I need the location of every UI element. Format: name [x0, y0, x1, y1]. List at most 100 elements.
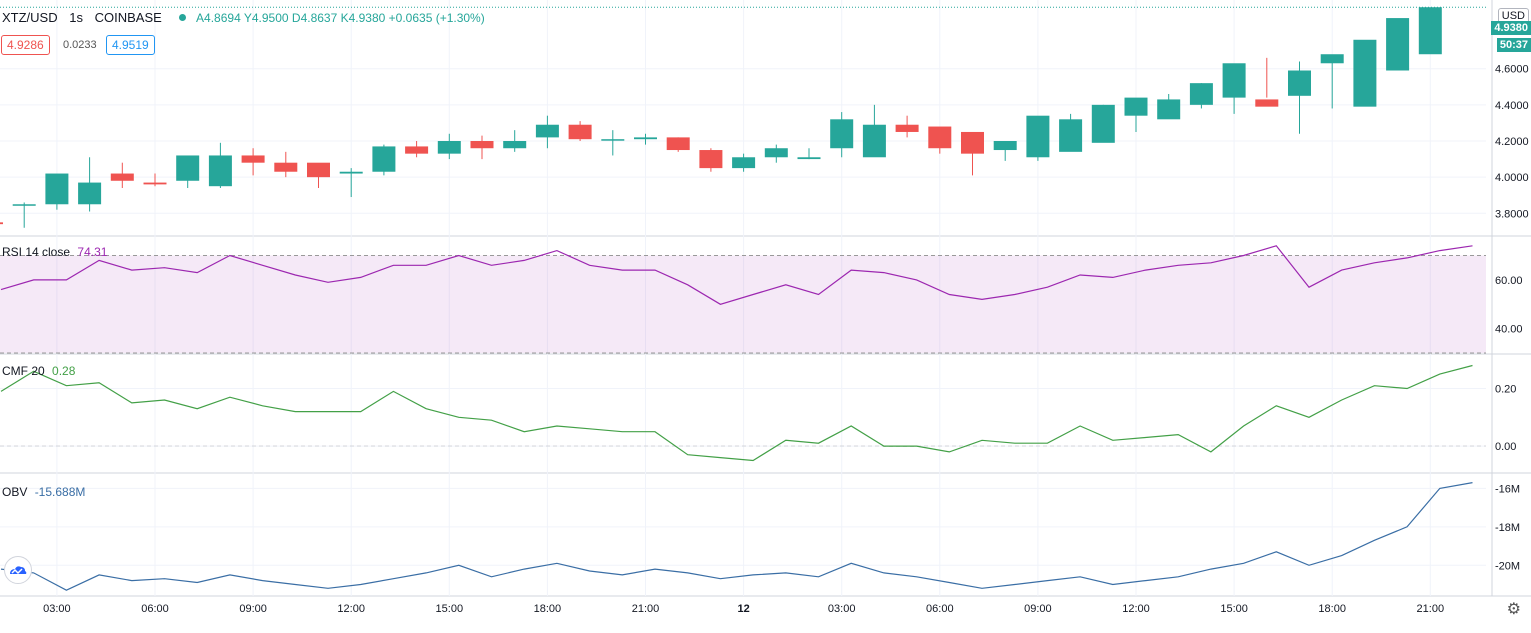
- candle-body: [634, 137, 657, 140]
- buy-price-button[interactable]: 4.9519: [106, 35, 155, 55]
- time-tick-label: 09:00: [239, 603, 267, 615]
- currency-label[interactable]: USD: [1497, 8, 1529, 24]
- rsi-band: [0, 255, 1486, 353]
- candle-body: [1418, 7, 1442, 55]
- time-tick-label: 09:00: [1024, 603, 1052, 615]
- candle-body: [45, 173, 69, 205]
- ohlc-values: A4.8694 Y4.9500 D4.8637 K4.9380 +0.0635 …: [196, 11, 485, 25]
- rsi-label: RSI 14 close: [2, 245, 71, 259]
- candle-body: [1353, 39, 1377, 107]
- candle-body: [339, 171, 363, 174]
- cmf-tick-label: 0.00: [1495, 441, 1516, 453]
- candle-body: [1157, 99, 1181, 120]
- price-tick-label: 4.6000: [1495, 64, 1529, 76]
- price-tick-label: 4.0000: [1495, 172, 1529, 184]
- candle-body: [0, 222, 3, 225]
- candle-body: [928, 126, 952, 149]
- obv-tick-label: -16M: [1495, 483, 1520, 495]
- time-tick-label: 06:00: [141, 603, 169, 615]
- candle-body: [1189, 83, 1213, 105]
- candle-body: [961, 131, 984, 154]
- candle-body: [601, 139, 625, 141]
- candle-body: [895, 124, 919, 132]
- obv-tick-label: -18M: [1495, 522, 1520, 534]
- candle-body: [993, 141, 1017, 151]
- time-tick-label: 18:00: [1318, 603, 1346, 615]
- time-tick-label: 21:00: [632, 603, 660, 615]
- time-tick-label: 03:00: [43, 603, 71, 615]
- candle-body: [830, 119, 854, 149]
- obv-tick-label: -20M: [1495, 560, 1520, 572]
- time-tick-label: 03:00: [828, 603, 856, 615]
- rsi-legend[interactable]: RSI 14 close 74.31: [2, 245, 107, 259]
- time-tick-label: 12:00: [1122, 603, 1150, 615]
- candle-body: [307, 162, 330, 178]
- candle-body: [1091, 104, 1115, 143]
- obv-legend[interactable]: OBV -15.688M: [2, 485, 85, 499]
- last-price-tag: 4.9380: [1491, 21, 1531, 35]
- time-tick-label: 18:00: [534, 603, 562, 615]
- gear-icon[interactable]: ⚙: [1506, 601, 1521, 618]
- candle-body: [78, 182, 102, 205]
- cmf-value: 0.28: [52, 364, 76, 378]
- cmf-tick-label: 0.20: [1495, 384, 1516, 396]
- candle-body: [797, 157, 821, 160]
- candle-body: [405, 146, 429, 154]
- candle-body: [470, 141, 494, 149]
- candle-body: [1222, 63, 1246, 98]
- time-tick-label: 12: [737, 603, 749, 615]
- rsi-tick-label: 60.00: [1495, 275, 1523, 287]
- candle-body: [862, 124, 886, 158]
- obv-label: OBV: [2, 485, 28, 499]
- candle-body: [241, 155, 265, 163]
- candle-body: [764, 148, 788, 158]
- obv-value: -15.688M: [34, 485, 86, 499]
- time-tick-label: 06:00: [926, 603, 954, 615]
- candle-body: [568, 124, 592, 140]
- time-tick-label: 12:00: [337, 603, 365, 615]
- candle-body: [732, 157, 756, 169]
- cmf-line: [0, 364, 1473, 462]
- candle-body: [1059, 119, 1083, 152]
- sell-price-button[interactable]: 4.9286: [1, 35, 50, 55]
- tradingview-cloud-icon[interactable]: [4, 556, 32, 584]
- time-tick-label: 15:00: [436, 603, 464, 615]
- candle-body: [12, 204, 36, 206]
- candle-body: [1026, 115, 1050, 158]
- rsi-tick-label: 40.00: [1495, 324, 1523, 336]
- time-tick-label: 15:00: [1220, 603, 1248, 615]
- time-tick-label: 21:00: [1417, 603, 1445, 615]
- candle-body: [666, 137, 690, 151]
- symbol-name[interactable]: XTZ/USD: [2, 10, 58, 25]
- price-tick-label: 4.4000: [1495, 100, 1529, 112]
- spread-value: 0.0233: [63, 39, 97, 51]
- candle-body: [1386, 18, 1410, 71]
- candle-body: [1255, 99, 1279, 107]
- candle-body: [535, 124, 559, 138]
- candle-body: [503, 141, 527, 149]
- symbol-header[interactable]: XTZ/USD 1s COINBASE A4.8694 Y4.9500 D4.8…: [2, 10, 485, 25]
- candle-body: [1320, 54, 1344, 64]
- price-tick-label: 3.8000: [1495, 208, 1529, 220]
- candle-body: [110, 173, 134, 181]
- candle-body: [699, 150, 723, 169]
- interval-label[interactable]: 1s: [69, 10, 83, 25]
- market-status-icon: [179, 14, 187, 21]
- candle-body: [176, 155, 200, 181]
- cmf-label: CMF 20: [2, 364, 45, 378]
- exchange-label: COINBASE: [94, 10, 162, 25]
- candle-body: [274, 162, 298, 172]
- bar-countdown: 50:37: [1496, 38, 1531, 52]
- price-tick-label: 4.2000: [1495, 136, 1529, 148]
- candle-body: [143, 182, 167, 185]
- rsi-value: 74.31: [77, 245, 108, 259]
- rsi-line: [0, 245, 1473, 305]
- cmf-legend[interactable]: CMF 20 0.28: [2, 364, 75, 378]
- candle-body: [1288, 70, 1311, 96]
- obv-line: [0, 482, 1473, 591]
- candle-body: [372, 146, 396, 172]
- candle-body: [1124, 97, 1148, 116]
- candle-body: [437, 141, 461, 154]
- candle-body: [208, 155, 232, 187]
